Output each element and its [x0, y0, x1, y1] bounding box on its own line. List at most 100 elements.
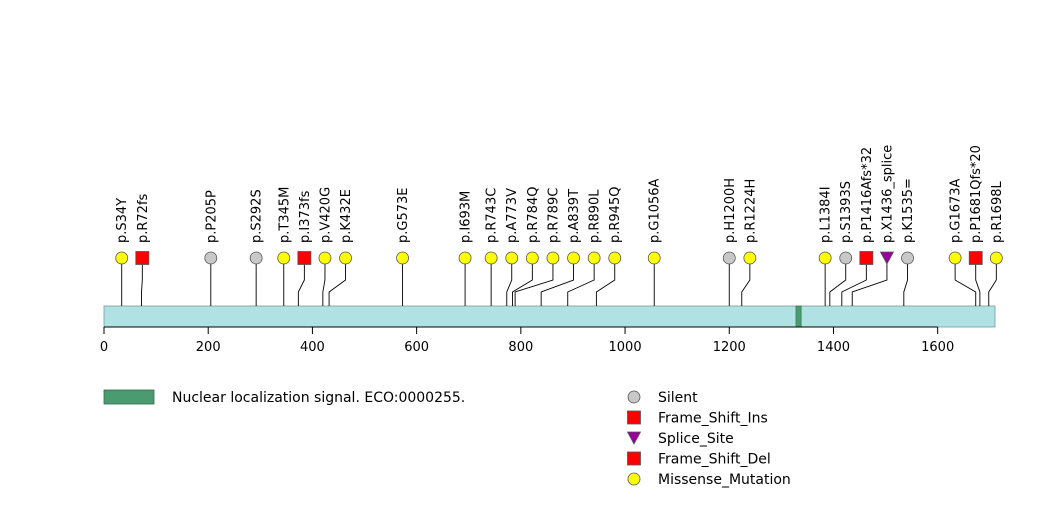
mutation-stem: [851, 258, 888, 306]
mutation-label: p.K432E: [339, 189, 354, 243]
mutation-markers: [115, 251, 1003, 265]
mutation-label: p.R890L: [588, 189, 603, 243]
mutation-marker: [968, 251, 983, 265]
mutation-marker: [249, 251, 263, 265]
mutation-stem: [829, 258, 847, 306]
mutation-type-legend: Silent Frame_Shift_Ins Splice_Site Frame_Sh…: [626, 390, 791, 488]
legend-marker: [627, 410, 641, 425]
mutation-label: p.V420G: [318, 187, 333, 243]
mutation-marker: [567, 251, 580, 265]
mutation-label: p.P205P: [204, 190, 219, 243]
mutation-label: p.L1384I: [819, 186, 834, 243]
axis-tick-label: 0: [100, 340, 108, 355]
legend-label: Missense_Mutation: [658, 472, 791, 488]
mutation-label: p.G573E: [396, 188, 411, 244]
axis-tick-label: 600: [404, 340, 429, 355]
mutation-marker: [546, 251, 560, 265]
mutation-stems: [121, 258, 997, 306]
axis-tick-label: 1400: [817, 340, 850, 355]
mutation-label: p.R1698L: [990, 180, 1005, 243]
mutation-marker: [297, 251, 312, 265]
mutation-marker: [135, 251, 150, 265]
mutation-marker: [989, 251, 1003, 265]
mutation-stem: [506, 258, 513, 306]
mutation-marker: [839, 251, 853, 265]
mutation-marker: [318, 251, 332, 265]
mutation-label: p.A773V: [505, 188, 520, 243]
mutation-marker: [484, 251, 498, 265]
domain-legend-swatch: [103, 389, 155, 405]
axis-tick-label: 1000: [609, 340, 642, 355]
mutation-marker: [277, 251, 291, 265]
mutation-label: p.R743C: [485, 188, 500, 243]
mutation-marker: [743, 251, 757, 265]
mutation-stem: [328, 258, 347, 306]
mutation-stem: [841, 258, 867, 306]
legend-label: Silent: [658, 390, 698, 406]
mutation-marker: [608, 251, 622, 265]
mutation-stem: [975, 258, 981, 306]
mutation-label: p.R784Q: [526, 187, 541, 243]
axis-tick-label: 800: [508, 340, 533, 355]
legend-label: Frame_Shift_Del: [658, 452, 771, 468]
x-axis: 0 200 400 600 800 1000 1200 1400 1600: [100, 326, 954, 355]
mutation-marker: [396, 251, 409, 265]
mutation-stem: [954, 258, 977, 306]
mutation-label: p.G1673A: [949, 178, 964, 243]
mutation-label: p.R1224H: [743, 179, 758, 243]
mutation-marker: [115, 251, 129, 265]
domain-legend-label: Nuclear localization signal. ECO:0000255…: [172, 390, 465, 406]
mutation-label: p.I693M: [459, 191, 474, 243]
mutation-marker: [722, 251, 736, 265]
legend-marker: [627, 390, 641, 404]
mutation-marker: [879, 251, 895, 265]
mutation-stem: [141, 258, 143, 306]
mutation-stem: [512, 258, 533, 306]
axis-tick-label: 1600: [921, 340, 954, 355]
mutation-stem: [595, 258, 616, 306]
domain-block: [795, 305, 802, 328]
mutation-marker: [647, 251, 661, 265]
domain-legend: Nuclear localization signal. ECO:0000255…: [103, 389, 465, 406]
mutation-label: p.T345M: [277, 187, 292, 243]
protein-layer: [103, 305, 996, 328]
mutation-marker: [204, 251, 218, 265]
mutation-label: p.R945Q: [608, 187, 623, 243]
axis-tick-label: 200: [196, 340, 221, 355]
protein-bar: [103, 305, 996, 328]
mutation-marker: [948, 251, 962, 265]
legend-label: Splice_Site: [658, 431, 734, 447]
mutation-label: p.S292S: [250, 189, 265, 243]
mutation-label: p.R72fs: [136, 193, 151, 243]
mutation-marker: [859, 251, 874, 265]
mutation-marker: [587, 251, 601, 265]
mutation-stem: [988, 258, 997, 306]
mutation-label: p.S34Y: [115, 198, 130, 243]
mutation-stem: [741, 258, 751, 306]
axis-tick-label: 400: [300, 340, 325, 355]
mutation-label: p.K1535=: [901, 178, 916, 243]
mutation-stem: [903, 258, 908, 306]
mutation-stem: [322, 258, 326, 306]
mutation-marker: [339, 251, 352, 265]
mutation-label: p.R789C: [546, 188, 561, 243]
mutation-label: p.P1681Qfs*20: [969, 145, 984, 243]
mutation-label: p.G1056A: [648, 178, 663, 243]
mutation-label: p.S1393S: [839, 181, 854, 243]
axis-tick-label: 1200: [713, 340, 746, 355]
mutation-stem: [567, 258, 595, 306]
mutation-labels: p.S34Y p.R72fs p.P205P p.S292S p.T345M p.I373…: [115, 145, 1005, 243]
mutation-marker: [818, 251, 832, 265]
legend-marker: [627, 451, 641, 466]
mutation-label: p.P1416Afs*32: [860, 147, 875, 243]
mutation-label: p.H1200H: [723, 178, 738, 243]
mutation-stem: [297, 258, 305, 306]
mutation-stem: [514, 258, 554, 306]
mutation-stem: [540, 258, 574, 306]
legend-marker: [626, 431, 642, 445]
mutation-label: p.I373fs: [298, 190, 313, 243]
legend-marker: [627, 472, 641, 486]
mutation-label: p.X1436_splice: [880, 145, 895, 243]
legend-label: Frame_Shift_Ins: [658, 411, 768, 427]
